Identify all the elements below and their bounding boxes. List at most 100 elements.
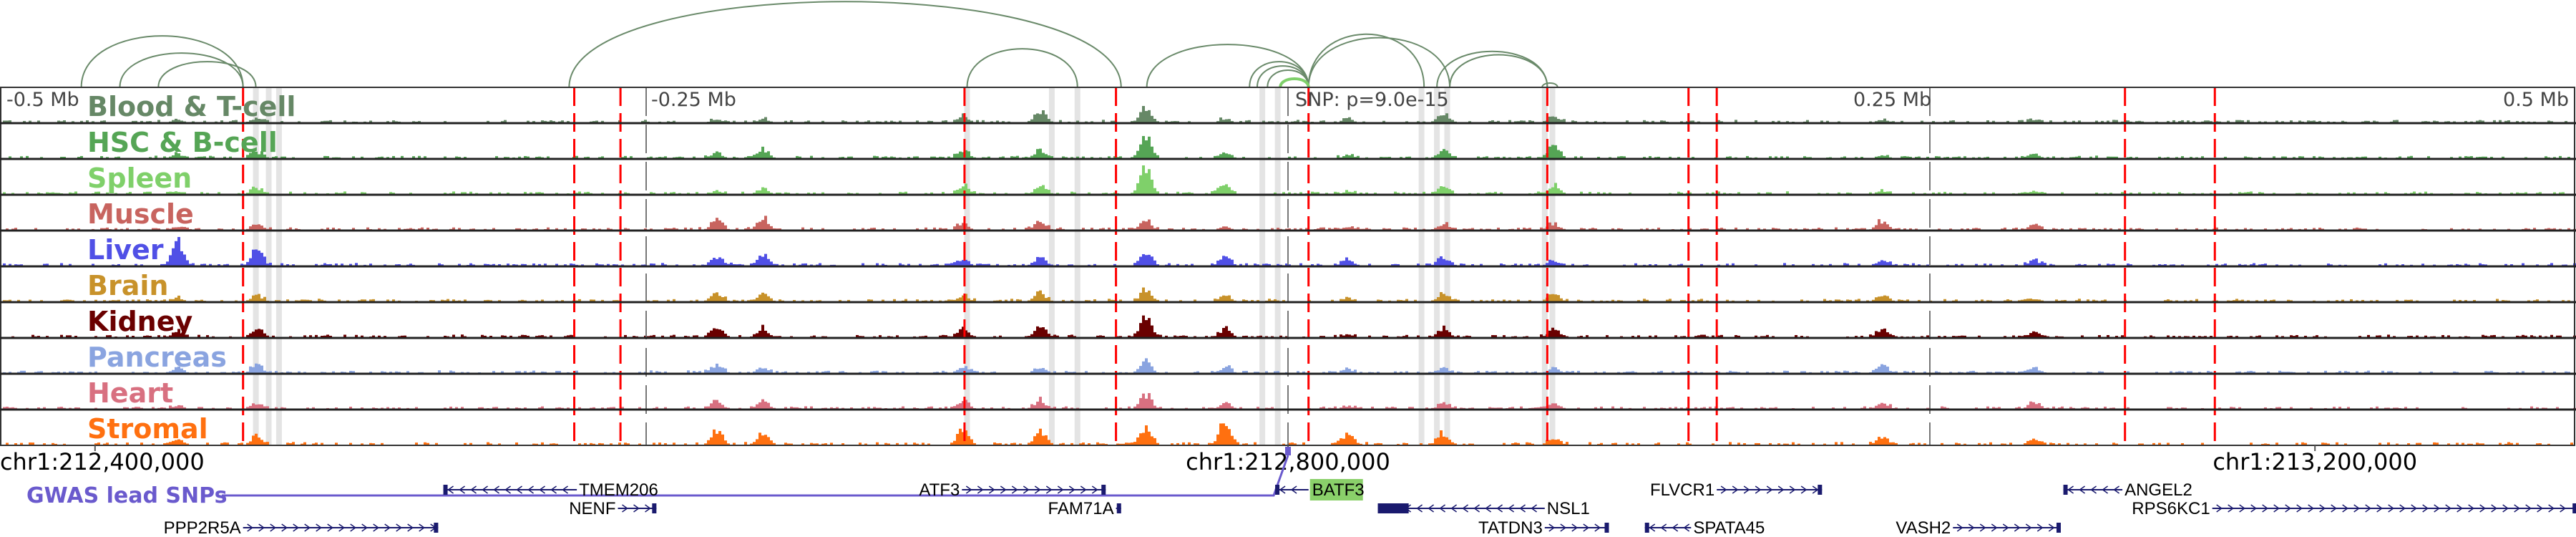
signal-bar xyxy=(52,372,54,373)
signal-bar xyxy=(518,407,521,409)
signal-bar xyxy=(1153,228,1156,230)
signal-bar xyxy=(1400,371,1402,373)
ruler-right-label: 0.5 Mb xyxy=(2503,89,2569,111)
signal-bar xyxy=(404,228,406,230)
signal-bar xyxy=(1963,156,1966,158)
signal-bar xyxy=(518,371,521,373)
signal-bar xyxy=(564,336,567,337)
signal-bar xyxy=(1800,336,1803,337)
strand-arrow-icon xyxy=(1439,504,1446,513)
signal-bar xyxy=(1943,191,1946,194)
signal-bar xyxy=(644,120,647,122)
signal-bar xyxy=(1388,228,1391,230)
signal-bar xyxy=(2121,335,2124,337)
signal-bar xyxy=(292,264,295,266)
signal-bar xyxy=(1148,169,1151,194)
signal-bar xyxy=(1912,263,1915,266)
signal-bar xyxy=(744,120,747,122)
signal-bar xyxy=(1139,175,1142,194)
signal-bar xyxy=(1875,225,1878,230)
signal-bar xyxy=(2109,407,2112,409)
signal-bar xyxy=(132,299,135,301)
signal-bar xyxy=(1468,336,1471,337)
signal-bar xyxy=(2230,407,2233,409)
signal-bar xyxy=(2112,156,2115,158)
signal-bar xyxy=(1231,121,1234,122)
signal-bar xyxy=(2001,228,2004,230)
signal-bar xyxy=(2235,228,2238,230)
signal-bar xyxy=(6,228,9,230)
signal-bar xyxy=(1878,296,1880,301)
signal-bar xyxy=(2127,371,2129,373)
signal-bar xyxy=(893,228,896,230)
signal-bar xyxy=(965,294,967,301)
signal-bar xyxy=(1989,263,1992,266)
signal-bar xyxy=(2353,192,2356,194)
signal-bar xyxy=(578,407,581,409)
signal-bar xyxy=(1726,263,1729,266)
signal-bar xyxy=(727,228,730,230)
signal-bar xyxy=(1156,121,1159,122)
signal-bar xyxy=(1946,264,1949,266)
signal-bar xyxy=(260,226,263,230)
signal-bar xyxy=(927,407,930,409)
signal-bar xyxy=(461,192,464,194)
signal-bar xyxy=(163,407,166,409)
signal-bar xyxy=(1783,443,1786,445)
signal-bar xyxy=(1560,406,1563,409)
signal-bar xyxy=(1056,264,1059,266)
signal-bar xyxy=(2244,156,2247,158)
signal-bar xyxy=(2184,228,2187,230)
signal-bar xyxy=(1194,228,1196,230)
signal-bar xyxy=(750,406,753,409)
signal-bar xyxy=(1443,325,1445,337)
signal-bar xyxy=(381,407,384,409)
strand-arrow-icon xyxy=(2216,504,2223,513)
signal-bar xyxy=(1133,406,1136,409)
signal-bar xyxy=(1431,443,1434,445)
signal-bar xyxy=(2479,193,2482,194)
signal-bar xyxy=(942,192,945,194)
signal-bar xyxy=(2401,264,2404,266)
signal-bar xyxy=(718,257,721,266)
signal-bar xyxy=(650,370,653,373)
signal-bar xyxy=(1059,120,1062,122)
signal-bar xyxy=(1351,407,1354,409)
signal-bar xyxy=(1923,443,1926,445)
signal-bar xyxy=(959,297,962,301)
signal-bar xyxy=(750,443,753,445)
signal-bar xyxy=(873,228,876,230)
signal-bar xyxy=(973,336,976,337)
signal-bar xyxy=(758,330,761,337)
signal-bar xyxy=(532,263,535,266)
signal-bar xyxy=(567,121,570,122)
signal-bar xyxy=(2522,228,2524,230)
signal-bar xyxy=(1211,336,1214,337)
signal-bar xyxy=(2230,193,2233,194)
signal-bar xyxy=(1680,407,1683,409)
signal-bar xyxy=(1858,263,1860,266)
gene-label: FAM71A xyxy=(1048,499,1114,518)
signal-bar xyxy=(601,443,604,445)
signal-bar xyxy=(106,192,109,194)
signal-bar xyxy=(1216,121,1219,122)
signal-bar xyxy=(1551,187,1554,194)
signal-bar xyxy=(1099,228,1102,230)
signal-bar xyxy=(52,442,54,445)
signal-bar xyxy=(1468,407,1471,409)
signal-bar xyxy=(361,335,364,337)
signal-bar xyxy=(2264,407,2267,409)
signal-bar xyxy=(1116,157,1119,158)
signal-bar xyxy=(1205,193,1208,194)
signal-bar xyxy=(3,372,6,373)
signal-bar xyxy=(913,407,916,409)
signal-bar xyxy=(2004,336,2006,337)
signal-bar xyxy=(641,120,644,122)
strand-arrow-icon xyxy=(384,523,391,532)
signal-bar xyxy=(1331,407,1334,409)
signal-bar xyxy=(1182,335,1185,337)
signal-bar xyxy=(555,228,558,230)
signal-bar xyxy=(2129,228,2132,230)
signal-bar xyxy=(907,157,910,158)
signal-bar xyxy=(810,300,813,301)
